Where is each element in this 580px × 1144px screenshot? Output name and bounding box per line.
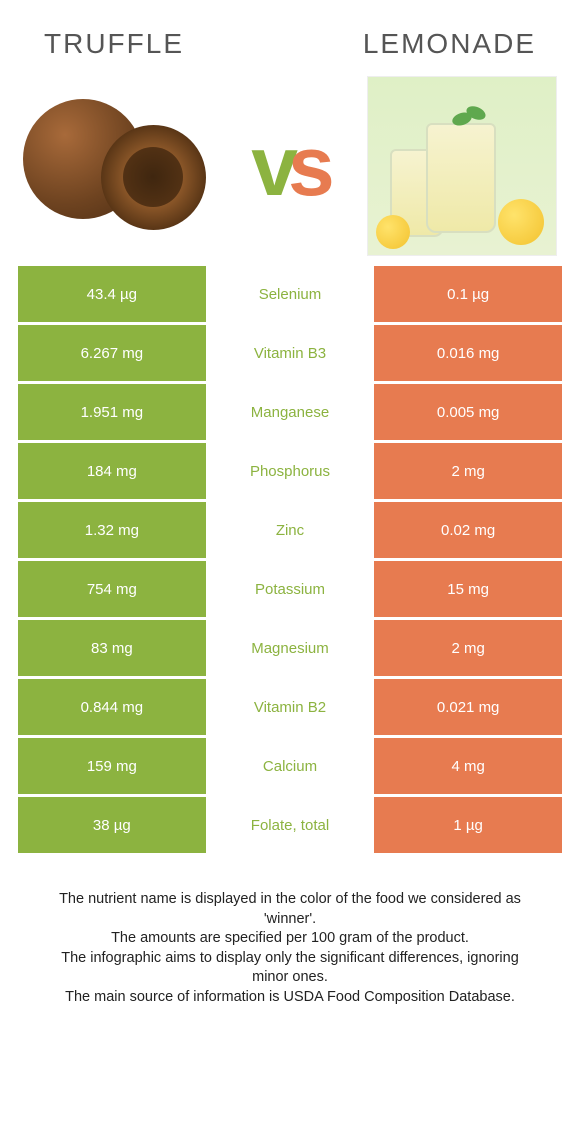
footnote-line: The nutrient name is displayed in the co… — [46, 890, 534, 929]
left-value: 184 mg — [18, 443, 206, 499]
vs-s: s — [288, 118, 329, 215]
left-food-image — [18, 76, 218, 256]
table-row: 83 mgMagnesium2 mg — [18, 620, 562, 676]
nutrient-label: Potassium — [206, 561, 375, 617]
nutrient-label: Folate, total — [206, 797, 375, 853]
right-value: 15 mg — [374, 561, 562, 617]
right-value: 1 µg — [374, 797, 562, 853]
nutrient-label: Phosphorus — [206, 443, 375, 499]
truffle-illustration — [23, 91, 213, 241]
hero-row: v s — [18, 68, 562, 266]
footnote-line: The amounts are specified per 100 gram o… — [46, 929, 534, 949]
left-value: 0.844 mg — [18, 679, 206, 735]
table-row: 159 mgCalcium4 mg — [18, 738, 562, 794]
left-value: 43.4 µg — [18, 266, 206, 322]
right-value: 4 mg — [374, 738, 562, 794]
table-row: 184 mgPhosphorus2 mg — [18, 443, 562, 499]
right-value: 2 mg — [374, 443, 562, 499]
table-row: 6.267 mgVitamin B30.016 mg — [18, 325, 562, 381]
nutrient-table: 43.4 µgSelenium0.1 µg6.267 mgVitamin B30… — [18, 266, 562, 853]
right-value: 0.021 mg — [374, 679, 562, 735]
nutrient-label: Zinc — [206, 502, 375, 558]
nutrient-label: Calcium — [206, 738, 375, 794]
right-value: 0.005 mg — [374, 384, 562, 440]
footnote-line: The main source of information is USDA F… — [46, 988, 534, 1008]
table-row: 0.844 mgVitamin B20.021 mg — [18, 679, 562, 735]
table-row: 1.951 mgManganese0.005 mg — [18, 384, 562, 440]
left-value: 6.267 mg — [18, 325, 206, 381]
left-value: 38 µg — [18, 797, 206, 853]
left-value: 1.32 mg — [18, 502, 206, 558]
right-food-image — [362, 76, 562, 256]
infographic-container: Truffle Lemonade v s 43.4 µgSelenium0.1 … — [0, 0, 580, 1007]
right-value: 2 mg — [374, 620, 562, 676]
table-row: 1.32 mgZinc0.02 mg — [18, 502, 562, 558]
footnote-line: The infographic aims to display only the… — [46, 949, 534, 988]
right-value: 0.02 mg — [374, 502, 562, 558]
right-title: Lemonade — [363, 28, 536, 60]
left-value: 83 mg — [18, 620, 206, 676]
table-row: 43.4 µgSelenium0.1 µg — [18, 266, 562, 322]
nutrient-label: Vitamin B3 — [206, 325, 375, 381]
left-value: 1.951 mg — [18, 384, 206, 440]
nutrient-label: Magnesium — [206, 620, 375, 676]
vs-label: v s — [251, 118, 328, 215]
vs-v: v — [251, 118, 292, 215]
left-value: 754 mg — [18, 561, 206, 617]
footnotes: The nutrient name is displayed in the co… — [18, 856, 562, 1007]
right-value: 0.016 mg — [374, 325, 562, 381]
right-value: 0.1 µg — [374, 266, 562, 322]
lemonade-illustration — [367, 76, 557, 256]
titles-row: Truffle Lemonade — [18, 18, 562, 68]
nutrient-label: Selenium — [206, 266, 375, 322]
left-title: Truffle — [44, 28, 184, 60]
table-row: 38 µgFolate, total1 µg — [18, 797, 562, 853]
nutrient-label: Manganese — [206, 384, 375, 440]
nutrient-label: Vitamin B2 — [206, 679, 375, 735]
left-value: 159 mg — [18, 738, 206, 794]
table-row: 754 mgPotassium15 mg — [18, 561, 562, 617]
